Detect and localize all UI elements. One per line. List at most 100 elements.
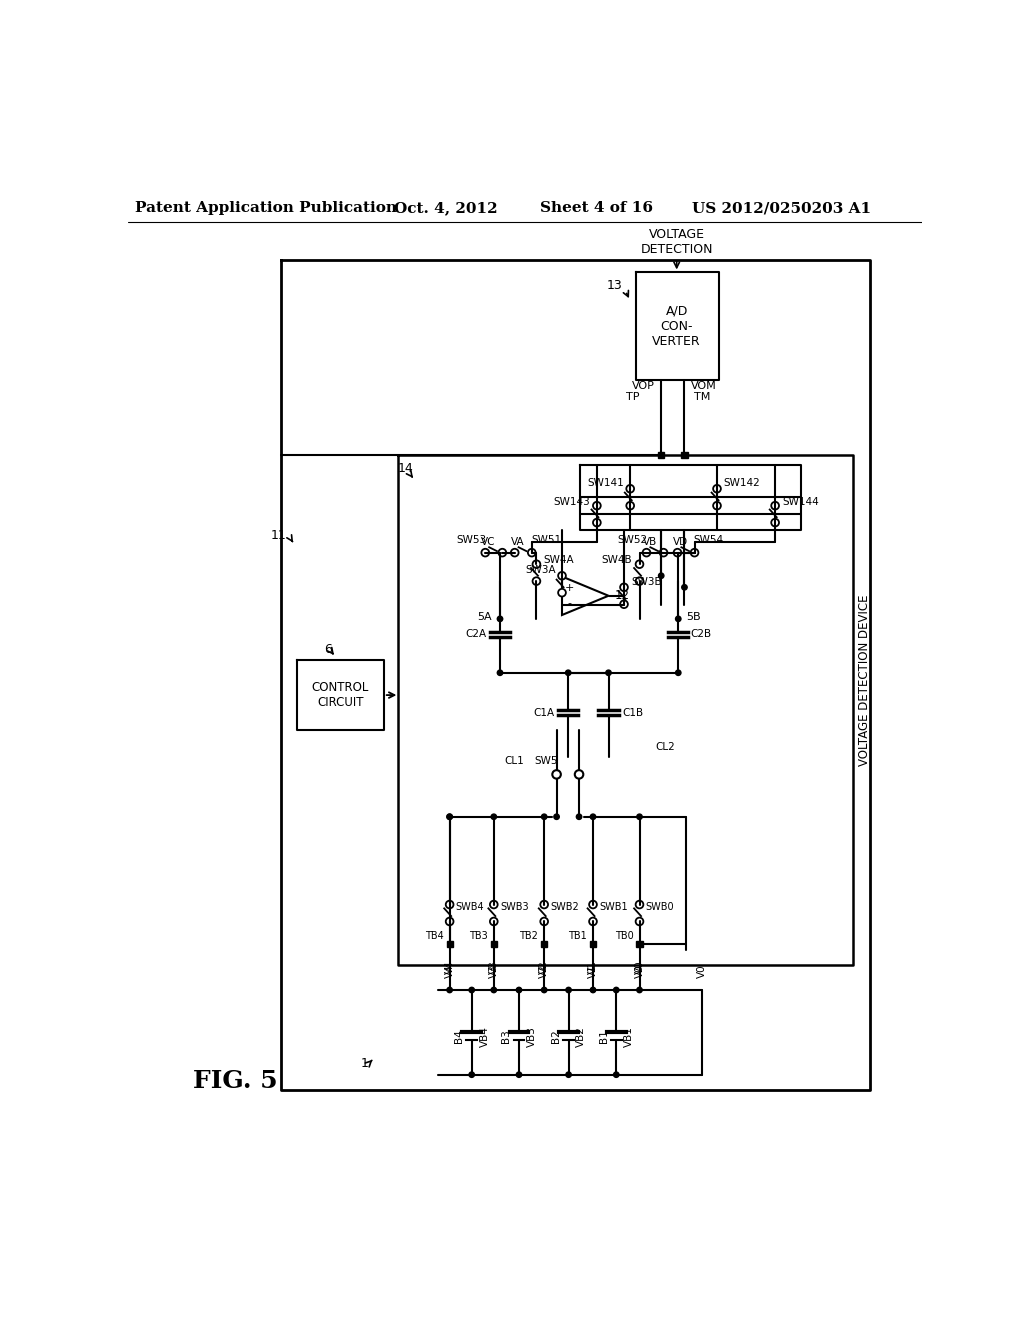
Text: VB2: VB2 (577, 1026, 587, 1047)
Text: -: - (567, 598, 571, 609)
Text: V3: V3 (488, 960, 499, 974)
Text: 5B: 5B (686, 612, 700, 622)
Circle shape (499, 549, 506, 557)
Circle shape (589, 917, 597, 925)
Circle shape (613, 1072, 618, 1077)
Text: CONTROL
CIRCUIT: CONTROL CIRCUIT (311, 681, 369, 709)
Text: C1A: C1A (534, 708, 554, 718)
Circle shape (636, 560, 643, 568)
Text: V2: V2 (540, 960, 549, 974)
Circle shape (589, 900, 597, 908)
Circle shape (676, 616, 681, 622)
Text: V1: V1 (588, 960, 598, 974)
Text: B3: B3 (501, 1030, 511, 1043)
Text: SWB4: SWB4 (456, 902, 484, 912)
Text: SW5: SW5 (535, 755, 558, 766)
Circle shape (558, 589, 566, 597)
Circle shape (676, 671, 681, 676)
Circle shape (627, 502, 634, 510)
Text: V3: V3 (488, 964, 499, 978)
Text: VC: VC (481, 537, 496, 546)
Text: FIG. 5: FIG. 5 (193, 1069, 278, 1093)
Text: B4: B4 (454, 1030, 464, 1043)
Text: Oct. 4, 2012: Oct. 4, 2012 (394, 202, 498, 215)
Text: SW3A: SW3A (525, 565, 556, 576)
Circle shape (674, 549, 681, 557)
Text: V0: V0 (635, 960, 644, 974)
Circle shape (636, 900, 643, 908)
Text: 11: 11 (271, 529, 287, 543)
Text: SW142: SW142 (723, 478, 760, 488)
Circle shape (621, 601, 628, 609)
Bar (590, 941, 596, 946)
Circle shape (446, 987, 453, 993)
Text: 13: 13 (606, 279, 623, 292)
Bar (636, 941, 643, 946)
Text: TB3: TB3 (469, 931, 487, 941)
Text: CL2: CL2 (655, 742, 675, 752)
Circle shape (516, 987, 521, 993)
Bar (490, 941, 497, 946)
Text: SW3B: SW3B (632, 577, 663, 587)
Circle shape (498, 616, 503, 622)
Circle shape (469, 987, 474, 993)
Text: V1: V1 (588, 964, 598, 978)
Text: SW4A: SW4A (544, 556, 574, 565)
Text: SW51: SW51 (531, 536, 561, 545)
Circle shape (558, 572, 566, 579)
Text: V0: V0 (635, 964, 644, 978)
Text: VB: VB (642, 537, 656, 546)
Bar (681, 451, 687, 458)
Text: SWB2: SWB2 (550, 902, 580, 912)
Text: SWB0: SWB0 (646, 902, 675, 912)
Text: SW53: SW53 (456, 536, 486, 545)
Circle shape (481, 549, 489, 557)
Text: VB4: VB4 (479, 1026, 489, 1047)
Text: C2A: C2A (465, 630, 486, 639)
Circle shape (511, 549, 518, 557)
Text: SWB3: SWB3 (500, 902, 528, 912)
Circle shape (613, 987, 618, 993)
Circle shape (713, 502, 721, 510)
Circle shape (566, 987, 571, 993)
Text: TB2: TB2 (519, 931, 538, 941)
Circle shape (498, 671, 503, 676)
Circle shape (658, 573, 664, 578)
Text: A/D
CON-
VERTER: A/D CON- VERTER (652, 305, 701, 347)
Bar (658, 451, 665, 458)
Circle shape (636, 577, 643, 585)
Circle shape (552, 770, 561, 779)
Circle shape (593, 519, 601, 527)
Text: 1: 1 (360, 1056, 369, 1069)
Circle shape (574, 770, 584, 779)
Circle shape (659, 549, 668, 557)
Text: TB0: TB0 (614, 931, 633, 941)
Text: +: + (565, 583, 574, 593)
Text: 14: 14 (397, 462, 414, 475)
Text: V4: V4 (444, 964, 455, 978)
Circle shape (565, 671, 571, 676)
Circle shape (542, 814, 547, 820)
Circle shape (566, 1072, 571, 1077)
Text: VOP: VOP (632, 381, 655, 391)
Circle shape (682, 585, 687, 590)
Text: VD: VD (673, 537, 688, 546)
Text: VB1: VB1 (624, 1026, 634, 1047)
Text: B2: B2 (551, 1030, 561, 1043)
Circle shape (590, 814, 596, 820)
Text: VOM: VOM (690, 381, 717, 391)
Circle shape (469, 1072, 474, 1077)
Circle shape (593, 502, 601, 510)
Text: US 2012/0250203 A1: US 2012/0250203 A1 (692, 202, 870, 215)
Circle shape (528, 549, 536, 557)
Circle shape (637, 987, 642, 993)
Text: VA: VA (511, 537, 524, 546)
Bar (446, 941, 453, 946)
Circle shape (771, 519, 779, 527)
Circle shape (532, 577, 541, 585)
Text: VB3: VB3 (526, 1026, 537, 1047)
Text: Patent Application Publication: Patent Application Publication (135, 202, 397, 215)
Circle shape (445, 900, 454, 908)
Text: 12: 12 (614, 589, 630, 602)
Text: SW4B: SW4B (601, 556, 632, 565)
